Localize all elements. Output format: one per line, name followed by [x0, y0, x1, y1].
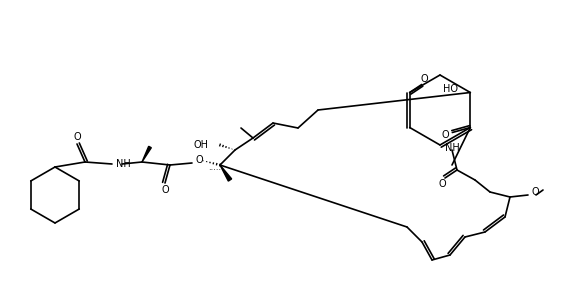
Text: O: O	[441, 130, 449, 140]
Text: O: O	[438, 179, 446, 189]
Text: ......: ......	[208, 163, 224, 172]
Text: O: O	[161, 185, 169, 195]
Text: O: O	[73, 132, 81, 142]
Text: HO: HO	[443, 85, 458, 94]
Text: NH: NH	[116, 159, 131, 169]
Text: OH: OH	[193, 140, 208, 150]
Text: O: O	[421, 74, 428, 85]
Text: NH: NH	[445, 143, 460, 153]
Polygon shape	[142, 146, 151, 162]
Text: O: O	[196, 155, 203, 165]
Polygon shape	[220, 165, 232, 181]
Text: O: O	[531, 187, 538, 197]
